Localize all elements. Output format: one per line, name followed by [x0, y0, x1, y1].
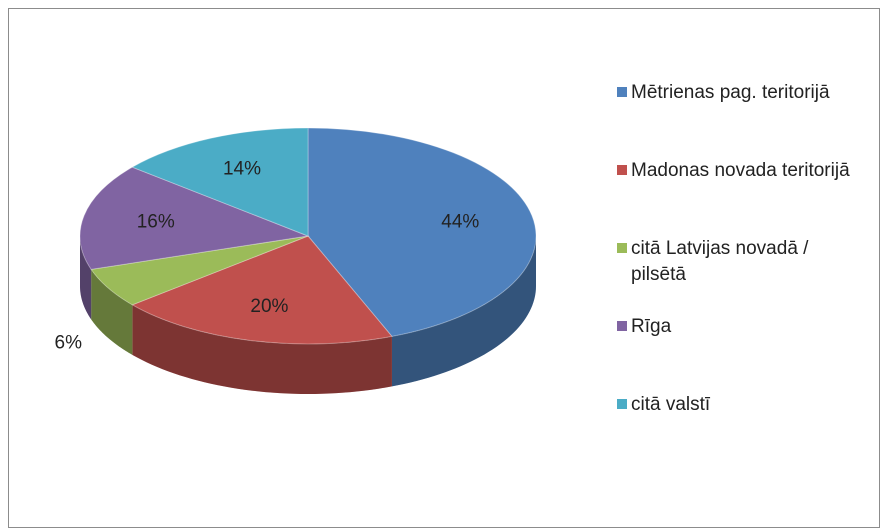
legend-label: citā Latvijas novadā / pilsētā	[631, 238, 809, 285]
data-label: 6%	[55, 332, 83, 353]
legend-label: Rīga	[631, 316, 672, 337]
legend-swatch	[617, 165, 627, 175]
slice-side	[80, 236, 92, 320]
legend-label: citā valstī	[631, 394, 711, 415]
legend-swatch	[617, 399, 627, 409]
legend-item: Rīga	[617, 314, 857, 392]
slice-side	[91, 269, 133, 355]
data-label: 20%	[250, 296, 288, 317]
data-label: 44%	[441, 211, 479, 232]
slice-side-shade	[391, 236, 536, 387]
legend-item: citā valstī	[617, 392, 857, 470]
slice	[79, 166, 310, 270]
legend-item: Madonas novada teritorijā	[617, 158, 857, 236]
slice-side	[132, 304, 392, 394]
legend-swatch	[617, 87, 627, 97]
slice-side-shade	[132, 304, 392, 394]
slice-side-shade	[80, 236, 92, 320]
slice	[307, 127, 537, 337]
slice-side-shade	[91, 269, 133, 355]
legend: Mētrienas pag. teritorijā Madonas novada …	[617, 80, 857, 470]
slice	[131, 235, 393, 345]
slice-side	[391, 236, 536, 387]
legend-swatch	[617, 321, 627, 331]
legend-label: Mētrienas pag. teritorijā	[631, 82, 830, 103]
legend-swatch	[617, 243, 627, 253]
data-label: 16%	[137, 211, 175, 232]
legend-label: Madonas novada teritorijā	[631, 160, 850, 181]
data-label: 14%	[223, 159, 261, 180]
slice	[90, 235, 309, 306]
slice	[131, 127, 309, 237]
legend-item: Mētrienas pag. teritorijā	[617, 80, 857, 158]
legend-item: citā Latvijas novadā / pilsētā	[617, 236, 857, 314]
